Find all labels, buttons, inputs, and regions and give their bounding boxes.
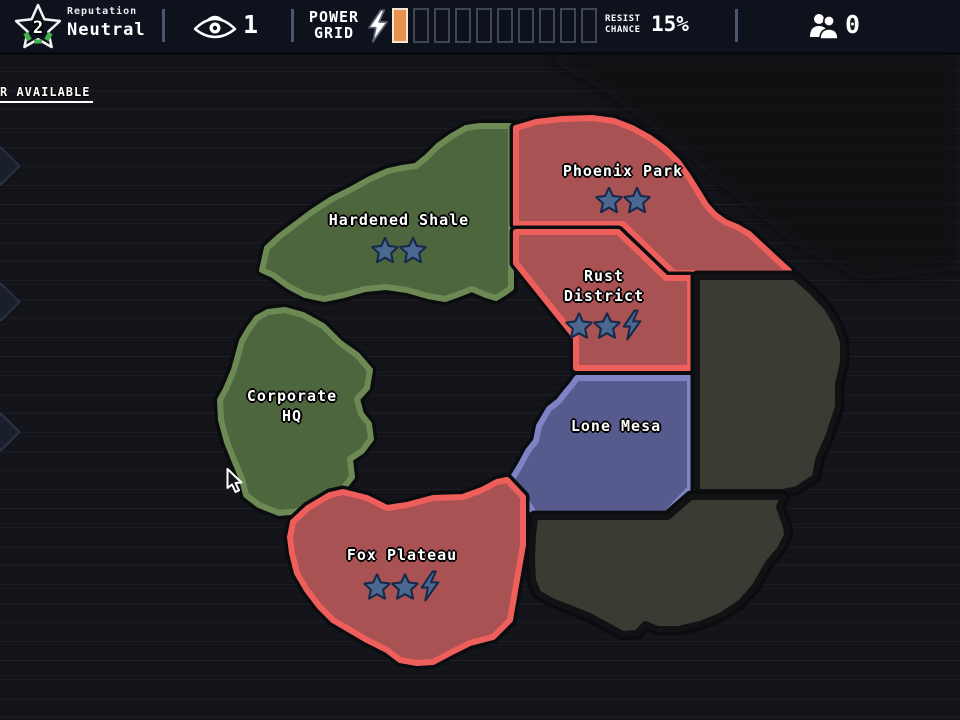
coast-shadow: [545, 52, 960, 280]
control-star-icon: [371, 237, 399, 263]
crew-icon: [810, 14, 839, 40]
territory-badges-rust-district: [565, 309, 643, 341]
power-grid-segment: [434, 8, 450, 43]
territory-label-fox-plateau: Fox Plateau: [347, 545, 457, 565]
reputation-label: Reputation: [67, 6, 138, 17]
territory-label-rust-district: Rust District: [564, 266, 644, 306]
territory-lone-mesa[interactable]: [512, 378, 690, 513]
top-status-bar: 2 Reputation Neutral 1 POWER GRID RESIST…: [0, 0, 960, 55]
territory-label-corporate-hq: Corporate HQ: [247, 386, 337, 426]
power-bolt-icon: [368, 9, 388, 43]
territory-name: District: [563, 287, 645, 305]
resist-label-line1: RESIST: [605, 14, 641, 24]
territory-name: Fox Plateau: [346, 546, 458, 564]
mouse-cursor: [226, 468, 243, 493]
power-grid-segment: [581, 8, 597, 43]
territory-label-lone-mesa: Lone Mesa: [571, 416, 661, 436]
territory-name: Rust: [583, 267, 625, 285]
territory-name: Lone Mesa: [570, 417, 662, 435]
crew-count: 0: [845, 10, 862, 39]
control-star-icon: [595, 187, 623, 213]
power-grid-segment: [518, 8, 534, 43]
territory-unclaimed-south[interactable]: [532, 497, 787, 634]
control-star-icon: [363, 573, 391, 599]
control-star-icon: [565, 312, 593, 338]
reputation-value: Neutral: [67, 20, 146, 40]
power-grid-label-line2: GRID: [313, 24, 355, 42]
power-grid-label-line1: POWER: [308, 8, 360, 26]
power-grid-segment: [497, 8, 513, 43]
resist-chance-label: RESIST CHANCE: [605, 14, 641, 36]
control-star-icon: [399, 237, 427, 263]
control-star-icon: [593, 312, 621, 338]
power-grid-bar: [392, 8, 597, 43]
topbar-divider: [735, 9, 738, 42]
power-grid-segment: [476, 8, 492, 43]
reputation-level: 2: [33, 18, 43, 38]
saucer-icon: [193, 15, 237, 39]
territory-name: Hardened Shale: [328, 211, 470, 229]
territory-unclaimed-east[interactable]: [697, 277, 843, 492]
reputation-star-icon: 2: [15, 3, 61, 49]
takeover-available-notice[interactable]: R AVAILABLE: [0, 84, 94, 103]
territory-badges-phoenix-park: [595, 187, 651, 213]
territory-badges-fox-plateau: [363, 570, 441, 602]
territory-map: R AVAILABLE: [0, 52, 960, 720]
power-grid-segment: [560, 8, 576, 43]
territory-name: Corporate: [246, 387, 338, 405]
territory-name: Phoenix Park: [562, 162, 684, 180]
power-grid-segment: [539, 8, 555, 43]
control-star-icon: [391, 573, 419, 599]
control-star-icon: [623, 187, 651, 213]
topbar-divider: [162, 9, 165, 42]
resist-chance-value: 15%: [651, 12, 689, 36]
power-bolt-icon: [622, 309, 642, 341]
territory-label-hardened-shale: Hardened Shale: [329, 210, 469, 230]
territory-name: HQ: [281, 407, 303, 425]
territory-label-phoenix-park: Phoenix Park: [563, 161, 683, 181]
power-bolt-icon: [420, 570, 440, 602]
topbar-divider: [291, 9, 294, 42]
territory-badges-hardened-shale: [371, 237, 427, 263]
power-grid-label: POWER GRID: [303, 9, 365, 41]
saucer-count: 1: [243, 10, 260, 39]
resist-label-line2: CHANCE: [605, 25, 641, 35]
power-grid-segment: [455, 8, 471, 43]
power-grid-segment: [413, 8, 429, 43]
power-grid-segment: [392, 8, 408, 43]
